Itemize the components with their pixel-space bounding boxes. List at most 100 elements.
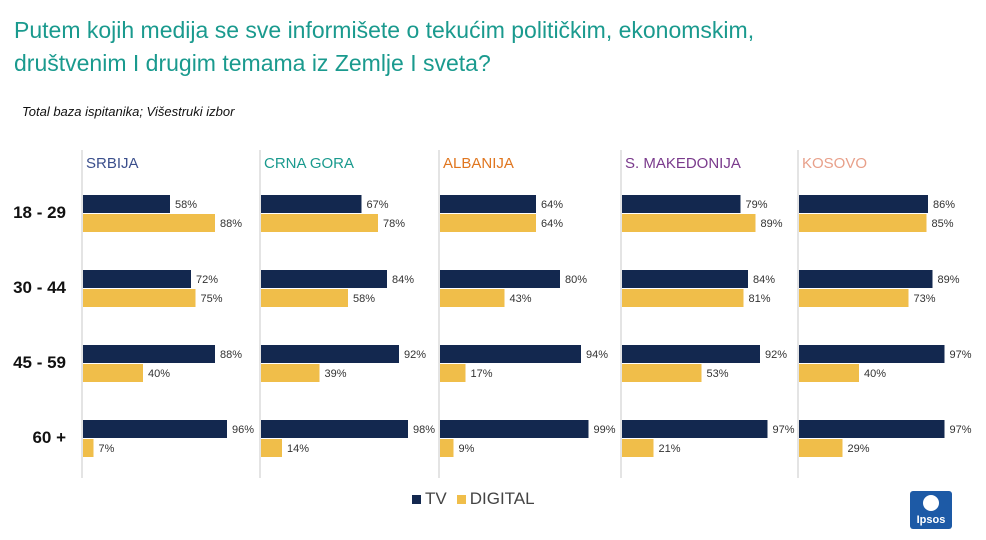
data-label-tv: 89% [938, 274, 960, 286]
bar-tv [83, 195, 170, 213]
country-header: ALBANIJA [443, 155, 514, 172]
bar-tv [261, 420, 408, 438]
data-label-digital: 14% [287, 443, 309, 455]
ipsos-logo: Ipsos [910, 491, 952, 529]
bar-tv [622, 270, 748, 288]
data-label-tv: 88% [220, 349, 242, 361]
data-label-digital: 78% [383, 218, 405, 230]
data-label-digital: 53% [707, 368, 729, 380]
bar-digital [83, 214, 215, 232]
bar-digital [261, 364, 320, 382]
bar-digital [83, 289, 196, 307]
bar-tv [799, 420, 945, 438]
bar-tv [261, 195, 362, 213]
bar-digital [622, 289, 744, 307]
data-label-digital: 21% [659, 443, 681, 455]
data-label-digital: 73% [914, 293, 936, 305]
bar-tv [261, 270, 387, 288]
bar-tv [799, 270, 933, 288]
bar-digital [261, 439, 282, 457]
data-label-tv: 94% [586, 349, 608, 361]
data-label-tv: 99% [594, 424, 616, 436]
age-group-label: 45 - 59 [13, 353, 66, 372]
bar-tv [622, 195, 741, 213]
age-group-label: 18 - 29 [13, 203, 66, 222]
data-label-digital: 89% [761, 218, 783, 230]
legend-item-tv: TV [412, 489, 447, 509]
logo-text: Ipsos [916, 514, 946, 526]
title-line-1: Putem kojih medija se sve informišete o … [14, 17, 755, 43]
data-label-tv: 97% [950, 349, 972, 361]
bar-tv [799, 195, 928, 213]
data-label-tv: 79% [746, 199, 768, 211]
chart-title: Putem kojih medija se sve informišete o … [14, 14, 914, 80]
bar-digital [622, 214, 756, 232]
data-label-digital: 58% [353, 293, 375, 305]
data-label-digital: 40% [148, 368, 170, 380]
data-label-digital: 39% [325, 368, 347, 380]
bar-tv [83, 345, 215, 363]
data-label-tv: 64% [541, 199, 563, 211]
data-label-tv: 92% [765, 349, 787, 361]
bar-digital [622, 364, 702, 382]
data-label-digital: 88% [220, 218, 242, 230]
data-label-tv: 80% [565, 274, 587, 286]
bar-tv [83, 420, 227, 438]
bar-digital [440, 214, 536, 232]
bar-digital [83, 439, 94, 457]
bar-digital [799, 364, 859, 382]
data-label-tv: 67% [367, 199, 389, 211]
country-header: CRNA GORA [264, 155, 354, 172]
data-label-tv: 92% [404, 349, 426, 361]
data-label-digital: 9% [459, 443, 475, 455]
data-label-tv: 97% [950, 424, 972, 436]
legend-label-digital: DIGITAL [469, 489, 535, 508]
chart-legend: TV DIGITAL [412, 489, 535, 509]
country-header: SRBIJA [86, 155, 139, 172]
age-group-label: 30 - 44 [13, 278, 66, 297]
data-label-tv: 96% [232, 424, 254, 436]
legend-item-digital: DIGITAL [456, 489, 535, 509]
data-label-tv: 86% [933, 199, 955, 211]
age-group-label: 60 + [32, 428, 66, 447]
data-label-digital: 40% [864, 368, 886, 380]
bar-digital [799, 439, 843, 457]
country-header: S. MAKEDONIJA [625, 155, 741, 172]
bar-tv [622, 345, 760, 363]
data-label-tv: 84% [753, 274, 775, 286]
data-label-digital: 81% [749, 293, 771, 305]
chart-subtitle: Total baza ispitanika; Višestruki izbor [22, 104, 235, 119]
title-line-2: društvenim I drugim temama iz Zemlje I s… [14, 50, 491, 76]
legend-swatch-digital [456, 494, 466, 504]
data-label-digital: 64% [541, 218, 563, 230]
bar-tv [799, 345, 945, 363]
bar-digital [440, 439, 454, 457]
bar-digital [261, 289, 348, 307]
bar-digital [440, 289, 505, 307]
data-label-tv: 72% [196, 274, 218, 286]
logo-mark-icon [923, 495, 939, 511]
bar-tv [440, 345, 581, 363]
bar-digital [261, 214, 378, 232]
bar-tv [440, 270, 560, 288]
data-label-digital: 75% [201, 293, 223, 305]
bar-tv [622, 420, 768, 438]
bar-digital [440, 364, 466, 382]
data-label-digital: 43% [510, 293, 532, 305]
data-label-tv: 58% [175, 199, 197, 211]
data-label-tv: 84% [392, 274, 414, 286]
bar-tv [261, 345, 399, 363]
legend-label-tv: TV [425, 489, 447, 508]
legend-swatch-tv [412, 494, 421, 504]
bar-digital [799, 289, 909, 307]
data-label-digital: 7% [99, 443, 115, 455]
bar-digital [622, 439, 654, 457]
data-label-digital: 85% [932, 218, 954, 230]
bar-tv [440, 195, 536, 213]
data-label-digital: 17% [471, 368, 493, 380]
data-label-digital: 29% [848, 443, 870, 455]
data-label-tv: 97% [773, 424, 795, 436]
bar-tv [440, 420, 589, 438]
data-label-tv: 98% [413, 424, 435, 436]
